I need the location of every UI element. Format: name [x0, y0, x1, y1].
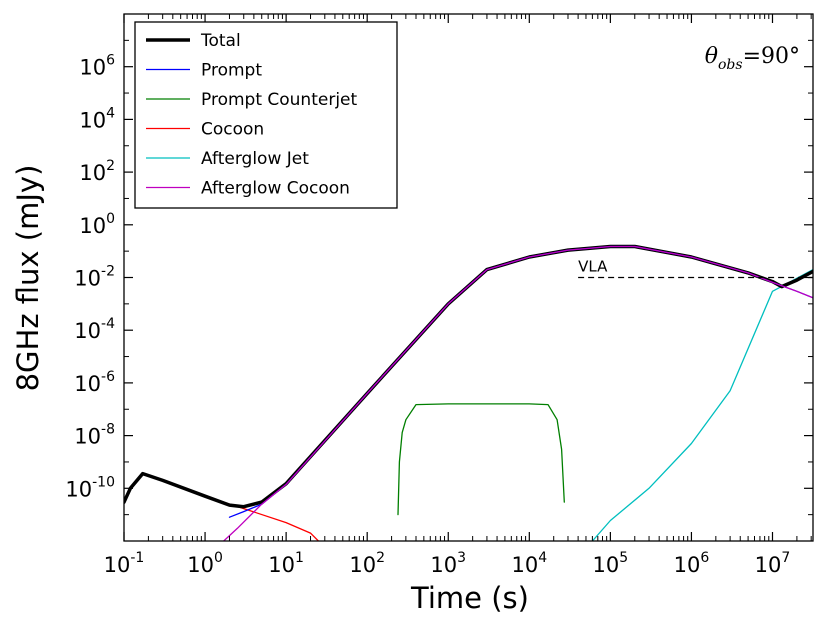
- theta-symbol: θ: [705, 44, 718, 69]
- legend-label-afterglow-jet: Afterglow Jet: [201, 149, 309, 169]
- x-tick-label: 102: [349, 550, 385, 577]
- observer-angle-annotation: θobs=90°: [705, 44, 800, 73]
- legend: Total Prompt Prompt Counterjet Cocoon Afterg…: [134, 21, 398, 209]
- x-tick-label: 101: [268, 550, 304, 577]
- y-tick-label: 10-8: [74, 422, 115, 449]
- legend-box: [134, 21, 398, 209]
- vla-label: VLA: [578, 258, 608, 276]
- y-tick-label: 106: [79, 53, 115, 80]
- x-tick-label: 105: [593, 550, 629, 577]
- plot-frame: [123, 13, 814, 542]
- x-tick-label: 104: [511, 550, 547, 577]
- x-axis-title: Time (s): [410, 581, 529, 615]
- x-tick-label: 103: [430, 550, 466, 577]
- series-line-afterglow-jet: [591, 268, 813, 541]
- theta-subscript: obs: [718, 57, 743, 73]
- x-tick-label: 10-1: [104, 550, 145, 577]
- y-tick-label: 10-4: [74, 316, 115, 343]
- y-tick-label: 10-2: [74, 264, 115, 291]
- y-tick-label: 10-10: [65, 474, 115, 501]
- x-tick-label: 100: [187, 550, 223, 577]
- legend-label-cocoon: Cocoon: [201, 120, 264, 140]
- legend-label-total: Total: [200, 31, 241, 51]
- x-tick-label: 106: [674, 550, 710, 577]
- y-tick-label: 100: [79, 211, 115, 238]
- y-tick-label: 102: [79, 158, 115, 185]
- x-tick-label: 107: [755, 550, 791, 577]
- legend-label-prompt: Prompt: [201, 61, 262, 81]
- theta-value: =90°: [743, 44, 800, 69]
- y-axis-title: 8GHz flux (mJy): [11, 165, 45, 392]
- tick-layer: 10-1 100 101 102 103 104 105 106 107 10-10 10-8 10-…: [65, 14, 813, 577]
- legend-label-afterglow-cocoon: Afterglow Cocoon: [201, 179, 350, 199]
- series-line-prompt-counterjet: [397, 403, 565, 516]
- y-tick-label: 104: [79, 105, 115, 132]
- y-tick-label: 10-6: [74, 369, 115, 396]
- legend-label-prompt-counterjet: Prompt Counterjet: [201, 90, 358, 110]
